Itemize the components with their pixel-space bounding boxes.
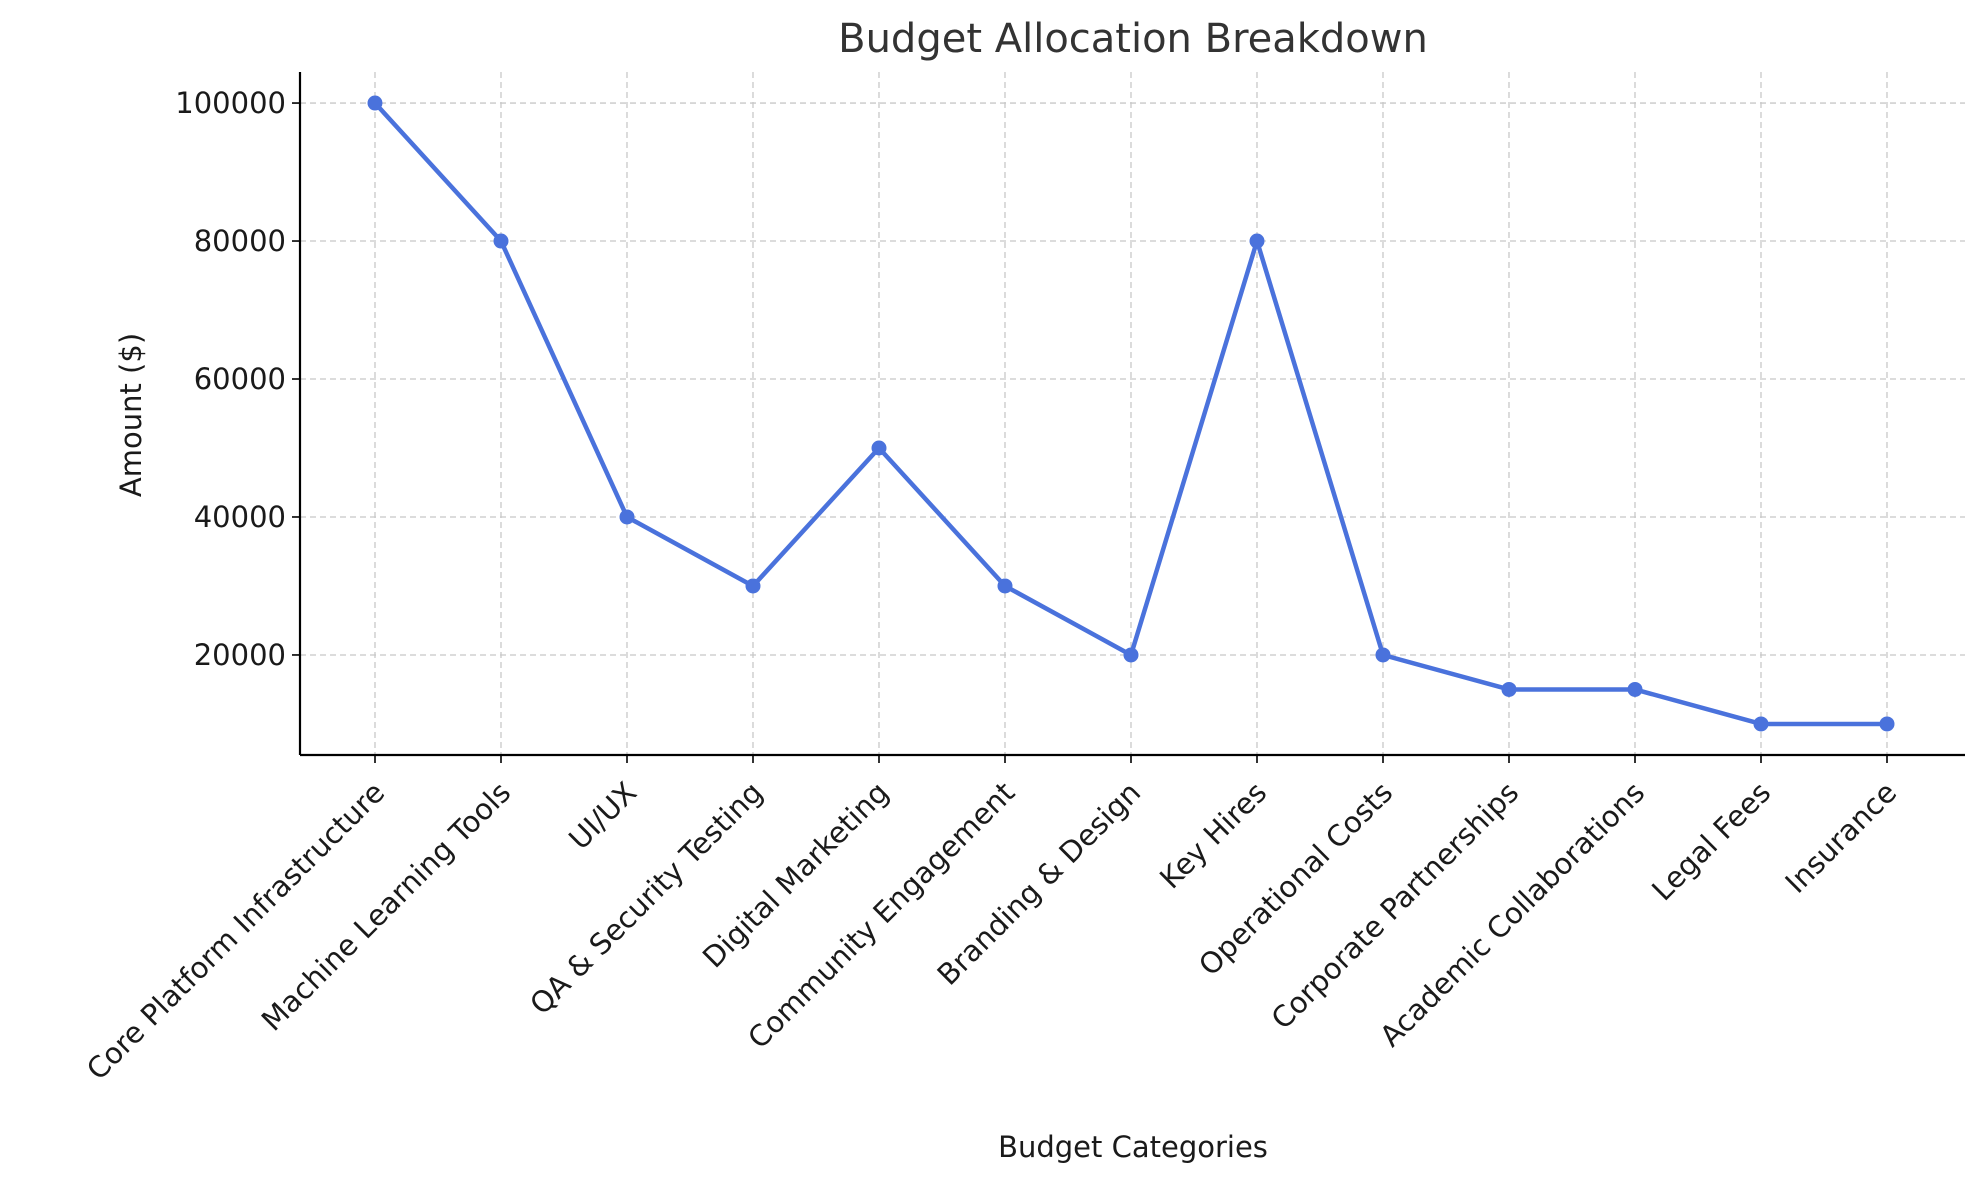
x-tick-label: Legal Fees <box>1645 775 1777 907</box>
axes <box>298 72 1965 757</box>
data-point <box>871 440 887 456</box>
data-point <box>1123 647 1139 663</box>
y-axis-label: Amount ($) <box>114 333 148 497</box>
x-tick-label: UI/UX <box>562 775 643 856</box>
x-tick-label: Branding & Design <box>931 775 1148 992</box>
x-tick-label: Key Hires <box>1153 775 1273 895</box>
y-tick-label: 100000 <box>175 86 286 120</box>
y-tick-label: 20000 <box>194 638 286 672</box>
y-axis-ticks: 20000 40000 60000 80000 100000 <box>175 86 300 672</box>
data-point <box>997 578 1013 594</box>
data-point <box>1375 647 1391 663</box>
data-point <box>619 509 635 525</box>
data-point <box>1627 681 1643 697</box>
x-tick-label: Machine Learning Tools <box>255 775 517 1037</box>
x-tick-label: QA & Security Testing <box>523 775 769 1021</box>
x-tick-label: Academic Collaborations <box>1373 775 1651 1053</box>
data-point <box>493 233 509 249</box>
x-tick-label: Corporate Partnerships <box>1265 775 1526 1036</box>
y-tick-label: 40000 <box>194 500 286 534</box>
data-point <box>1879 716 1895 732</box>
x-tick-label: Community Engagement <box>741 775 1021 1055</box>
series-group <box>367 95 1895 732</box>
data-point <box>1249 233 1265 249</box>
data-point <box>1753 716 1769 732</box>
y-tick-label: 60000 <box>194 362 286 396</box>
y-tick-label: 80000 <box>194 224 286 258</box>
x-axis-label: Budget Categories <box>998 1130 1268 1164</box>
chart-title: Budget Allocation Breakdown <box>838 16 1428 62</box>
data-point <box>745 578 761 594</box>
x-tick-label: Insurance <box>1779 775 1904 900</box>
data-point <box>1501 681 1517 697</box>
data-point <box>367 95 383 111</box>
